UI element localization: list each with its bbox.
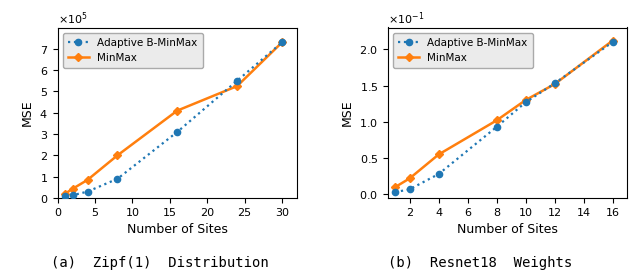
Adaptive B-MinMax	[493, 125, 500, 128]
Adaptive B-MinMax	[113, 177, 121, 180]
MinMax	[173, 109, 181, 112]
MinMax	[113, 154, 121, 157]
MinMax	[68, 187, 76, 191]
Adaptive B-MinMax	[278, 41, 286, 44]
Adaptive B-MinMax	[522, 101, 529, 104]
MinMax	[61, 192, 69, 195]
Adaptive B-MinMax	[406, 188, 413, 191]
MinMax	[84, 178, 92, 182]
X-axis label: Number of Sites: Number of Sites	[127, 223, 228, 236]
Y-axis label: MSE: MSE	[340, 100, 354, 126]
Line: Adaptive B-MinMax: Adaptive B-MinMax	[392, 39, 616, 195]
Adaptive B-MinMax	[551, 82, 559, 85]
MinMax	[406, 177, 413, 180]
Adaptive B-MinMax	[233, 79, 241, 82]
Adaptive B-MinMax	[609, 40, 616, 44]
X-axis label: Number of Sites: Number of Sites	[457, 223, 558, 236]
Text: (a)  Zipf(1)  Distribution: (a) Zipf(1) Distribution	[51, 256, 269, 270]
Adaptive B-MinMax	[435, 172, 442, 176]
Line: MinMax: MinMax	[62, 39, 285, 197]
Adaptive B-MinMax	[61, 195, 69, 198]
Line: MinMax: MinMax	[392, 37, 616, 190]
MinMax	[278, 41, 286, 44]
Adaptive B-MinMax	[391, 191, 399, 194]
MinMax	[435, 153, 442, 156]
Legend: Adaptive B-MinMax, MinMax: Adaptive B-MinMax, MinMax	[393, 33, 533, 68]
Y-axis label: MSE: MSE	[21, 100, 34, 126]
Adaptive B-MinMax	[68, 194, 76, 197]
MinMax	[551, 82, 559, 86]
MinMax	[233, 84, 241, 88]
MinMax	[522, 98, 529, 102]
Line: Adaptive B-MinMax: Adaptive B-MinMax	[62, 39, 285, 199]
MinMax	[391, 185, 399, 189]
Adaptive B-MinMax	[84, 190, 92, 193]
Adaptive B-MinMax	[173, 130, 181, 134]
Legend: Adaptive B-MinMax, MinMax: Adaptive B-MinMax, MinMax	[63, 33, 203, 68]
MinMax	[609, 39, 616, 42]
Text: (b)  Resnet18  Weights: (b) Resnet18 Weights	[388, 256, 572, 270]
MinMax	[493, 119, 500, 122]
